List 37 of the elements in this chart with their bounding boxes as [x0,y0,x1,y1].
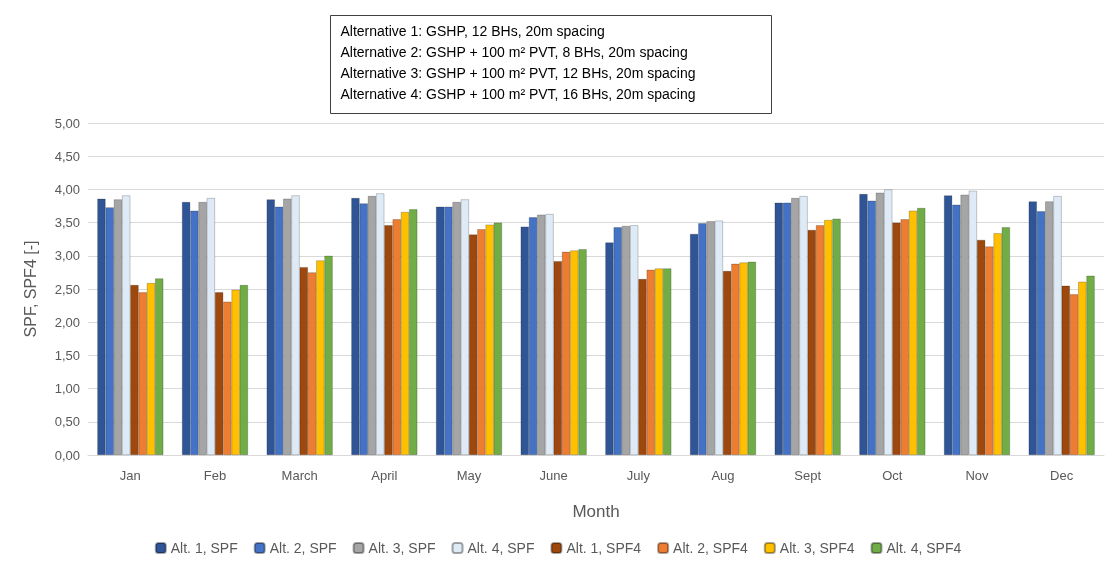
text: Alternative 2: GSHP + 100 m² PVT, 8 BHs, 20m spacing [340,43,688,60]
legend-label: Alt. 2, SPF4 [673,540,749,556]
y-tick-label: 1,50 [54,347,80,363]
x-tick-label: May [456,468,482,483]
y-tick-label: 0,50 [54,414,80,430]
x-tick-label: April [371,468,398,483]
text: Alternative 1: GSHP, 12 BHs, 20m spacing [340,22,605,39]
y-tick-label: 4,50 [54,148,80,164]
x-tick-label: March [281,468,318,483]
y-tick-label: 3,50 [54,215,80,231]
legend-label: Alt. 4, SPF [467,540,535,556]
x-axis-title: Month [572,502,620,521]
y-tick-label: 1,00 [54,381,80,397]
y-tick-label: 4,00 [54,181,80,197]
y-tick-label: 0,00 [54,447,80,463]
legend-label: Alt. 1, SPF [170,540,238,556]
y-tick-label: 3,00 [54,248,80,264]
x-tick-label: July [626,468,651,483]
legend-label: Alt. 3, SPF [368,540,436,556]
x-tick-label: Oct [882,468,903,483]
legend-label: Alt. 4, SPF4 [886,540,962,556]
text: Alternative 3: GSHP + 100 m² PVT, 12 BHs, 20m spacing [340,64,696,81]
x-tick-label: Aug [711,468,735,483]
legend-label: Alt. 1, SPF4 [566,540,642,556]
y-axis-title: SPF, SPF4 [-] [21,240,39,338]
x-tick-label: June [539,468,568,483]
legend-label: Alt. 2, SPF [269,540,337,556]
text: Alternative 4: GSHP + 100 m² PVT, 16 BHs, 20m spacing [340,85,696,102]
x-tick-label: Jan [119,468,141,483]
x-tick-label: Feb [203,468,227,483]
y-tick-label: 2,00 [54,314,80,330]
y-tick-label: 2,50 [54,281,80,297]
x-tick-label: Sept [794,468,822,483]
x-tick-label: Nov [965,468,990,483]
x-tick-label: Dec [1050,468,1074,483]
legend-label: Alt. 3, SPF4 [779,540,855,556]
y-tick-label: 5,00 [54,115,80,131]
